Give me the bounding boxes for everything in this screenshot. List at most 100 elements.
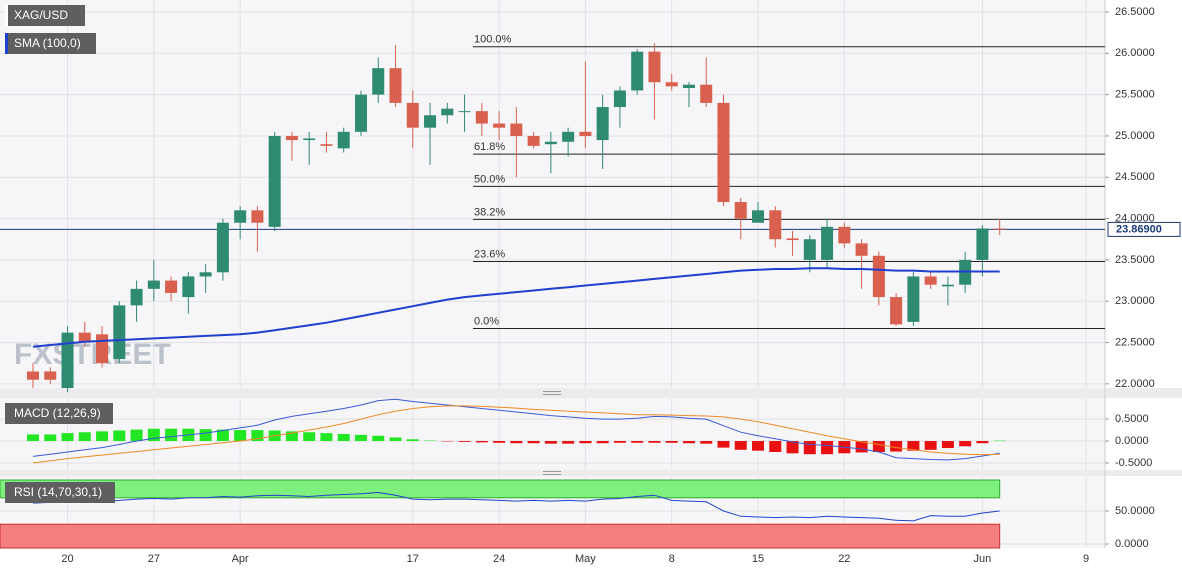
candle-body: [976, 229, 988, 260]
panel-separator: [0, 470, 1182, 476]
candle-body: [217, 223, 229, 273]
macd-histogram-bar: [752, 441, 764, 451]
macd-histogram-bar: [631, 441, 643, 443]
y-tick-label: 26.0000: [1115, 47, 1155, 59]
candle-body: [545, 142, 557, 144]
candle-body: [269, 136, 281, 227]
macd-histogram-bar: [597, 441, 609, 443]
candle-body: [925, 276, 937, 284]
legend-label: MACD (12,26,9): [14, 406, 101, 420]
fib-label: 50.0%: [474, 173, 505, 185]
macd-histogram-bar: [614, 441, 626, 443]
candle-body: [717, 103, 729, 202]
candle-body: [700, 85, 712, 103]
candle-body: [286, 136, 298, 140]
macd-histogram-bar: [510, 441, 522, 443]
y-tick-label: 0.5000: [1115, 413, 1149, 425]
candle-body: [890, 297, 902, 324]
x-tick-label: May: [575, 553, 596, 565]
candle-body: [320, 144, 332, 146]
candle-body: [648, 52, 660, 83]
y-tick-label: 23.5000: [1115, 254, 1155, 266]
macd-histogram-bar: [165, 429, 177, 441]
macd-histogram-bar: [390, 438, 402, 442]
x-tick-label: 9: [1083, 553, 1089, 565]
macd-histogram-bar: [700, 441, 712, 444]
macd-histogram-bar: [925, 441, 937, 450]
candle-body: [131, 289, 143, 306]
macd-histogram-bar: [717, 441, 729, 448]
candle-body: [44, 371, 56, 379]
candle-body: [838, 227, 850, 244]
macd-histogram-bar: [735, 441, 747, 450]
macd-histogram-bar: [976, 441, 988, 443]
candle-body: [182, 276, 194, 297]
y-tick-label: -0.5000: [1115, 457, 1152, 469]
macd-histogram-bar: [131, 430, 143, 441]
candle-body: [27, 371, 39, 379]
fib-label: 100.0%: [474, 34, 512, 46]
candle-body: [165, 281, 177, 293]
candle-body: [303, 138, 315, 140]
fib-label: 0.0%: [474, 315, 499, 327]
x-tick-label: 17: [407, 553, 419, 565]
rsi-oversold-zone: [0, 524, 1000, 548]
candle-body: [994, 229, 1006, 230]
candle-body: [666, 82, 678, 86]
rsi-overbought-zone: [0, 480, 1000, 498]
x-tick-label: Apr: [232, 553, 249, 565]
macd-histogram-bar: [890, 441, 902, 452]
macd-histogram-bar: [303, 432, 315, 441]
legend-swatch: [5, 33, 8, 54]
candle-body: [907, 276, 919, 321]
macd-histogram-bar: [62, 433, 74, 441]
macd-histogram-bar: [234, 430, 246, 441]
y-tick-label: 22.0000: [1115, 378, 1155, 390]
macd-histogram-bar: [493, 441, 505, 443]
candle-body: [96, 334, 108, 363]
candle-body: [631, 52, 643, 91]
macd-histogram-bar: [372, 436, 384, 441]
y-tick-label: 50.0000: [1115, 505, 1155, 517]
candle-body: [493, 124, 505, 128]
candle-body: [355, 95, 367, 132]
candle-body: [752, 210, 764, 222]
macd-histogram-bar: [44, 434, 56, 441]
candle-body: [476, 111, 488, 123]
macd-histogram-bar: [959, 441, 971, 446]
macd-histogram-bar: [545, 441, 557, 444]
fib-label: 38.2%: [474, 206, 505, 218]
last-price-label: 23.86900: [1116, 223, 1162, 235]
candle-body: [407, 103, 419, 128]
legend-swatch: [5, 5, 8, 26]
price-panel: [0, 0, 1105, 388]
candle-body: [528, 136, 540, 146]
x-tick-label: 20: [61, 553, 73, 565]
panel-separator: [0, 388, 1182, 398]
x-tick-label: 24: [493, 553, 505, 565]
legend-label: XAG/USD: [14, 8, 68, 22]
macd-histogram-bar: [320, 433, 332, 441]
candle-body: [510, 124, 522, 136]
y-tick-label: 0.0000: [1115, 435, 1149, 447]
candle-body: [735, 202, 747, 219]
macd-histogram-bar: [200, 429, 212, 441]
legend-label: RSI (14,70,30,1): [14, 485, 102, 499]
macd-histogram-bar: [562, 441, 574, 444]
macd-histogram-bar: [79, 432, 91, 441]
candle-body: [597, 107, 609, 140]
x-tick-label: 15: [752, 553, 764, 565]
candle-body: [459, 111, 471, 112]
candle-body: [942, 285, 954, 287]
x-tick-label: 22: [838, 553, 850, 565]
y-tick-label: 22.5000: [1115, 336, 1155, 348]
macd-histogram-bar: [648, 441, 660, 443]
macd-histogram-bar: [528, 441, 540, 443]
y-tick-label: 0.0000: [1115, 538, 1149, 550]
x-tick-label: 27: [148, 553, 160, 565]
macd-histogram-bar: [683, 441, 695, 443]
candle-body: [856, 243, 868, 255]
candle-body: [441, 109, 453, 116]
macd-histogram-bar: [873, 441, 885, 452]
candle-body: [562, 132, 574, 142]
